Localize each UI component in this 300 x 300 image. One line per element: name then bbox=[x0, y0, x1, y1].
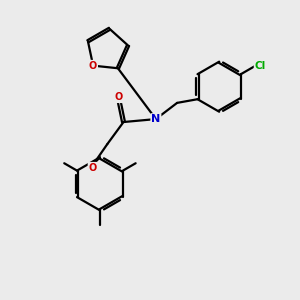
Text: O: O bbox=[115, 92, 123, 102]
Text: O: O bbox=[89, 61, 97, 70]
Text: N: N bbox=[151, 114, 160, 124]
Text: Cl: Cl bbox=[255, 61, 266, 71]
Text: O: O bbox=[88, 163, 97, 173]
